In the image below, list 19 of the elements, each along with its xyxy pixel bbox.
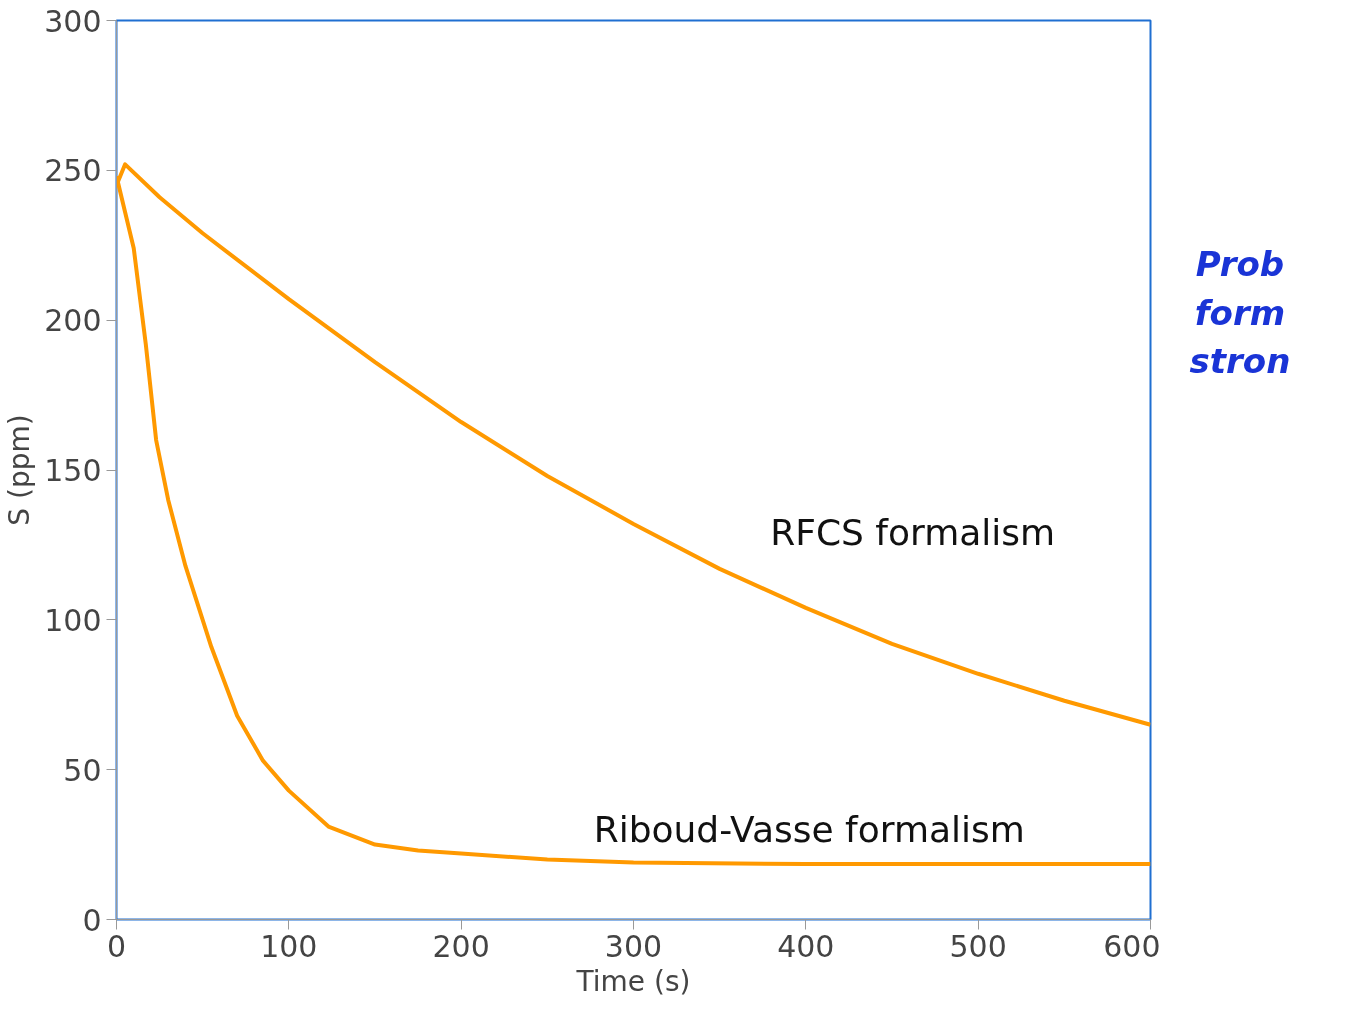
y-axis-title: S (ppm) <box>3 414 37 526</box>
x-tick-label: 400 <box>777 928 835 964</box>
y-tick-label: 250 <box>44 153 102 189</box>
y-tick-label: 150 <box>44 453 102 488</box>
x-tick-label: 600 <box>1103 928 1161 964</box>
y-tick-label: 200 <box>44 303 102 339</box>
x-tick-label: 0 <box>106 928 127 964</box>
annotation: RFCS formalism <box>770 512 1056 554</box>
y-tick-label: 300 <box>44 3 102 39</box>
y-tick-label: 100 <box>44 602 102 638</box>
x-tick-label: 500 <box>949 928 1007 964</box>
x-tick-label: 100 <box>260 928 318 964</box>
x-tick-label: 200 <box>432 928 490 964</box>
x-tick-label: 300 <box>604 928 663 964</box>
x-axis-title: Time (s) <box>575 964 691 998</box>
annotation: Riboud-Vasse formalism <box>593 809 1025 851</box>
y-tick-label: 0 <box>82 902 102 938</box>
text: Prob form stron <box>1189 243 1291 384</box>
y-tick-label: 50 <box>63 752 102 788</box>
